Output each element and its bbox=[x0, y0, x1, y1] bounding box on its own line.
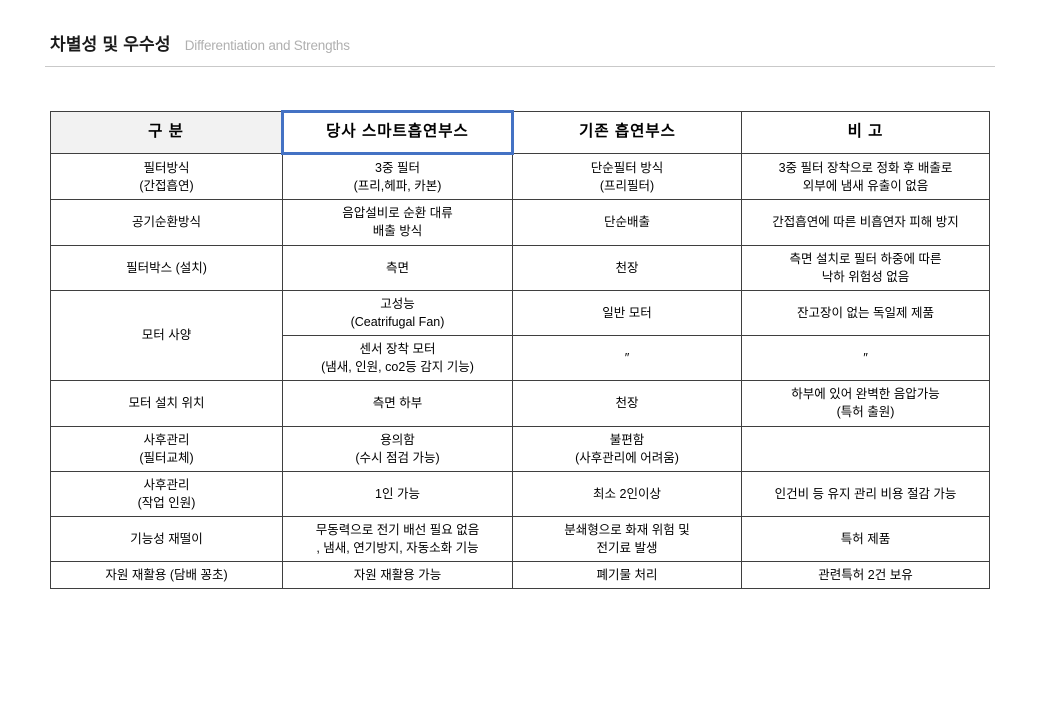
row-remarks-1: 간접흡연에 따른 비흡연자 피해 방지 bbox=[741, 199, 990, 246]
page-title: 차별성 및 우수성 Differentiation and Strengths bbox=[50, 30, 990, 55]
table-header-remarks: 비 고 bbox=[741, 111, 990, 154]
row-existing-3: 일반 모터 bbox=[512, 289, 742, 337]
row-existing-7: 최소 2인이상 bbox=[512, 470, 742, 518]
row-remarks-7: 인건비 등 유지 관리 비용 절감 가능 bbox=[741, 470, 990, 518]
table-header-category: 구 분 bbox=[50, 111, 283, 154]
row-ours-6: 용의함 (수시 점검 가능) bbox=[282, 425, 513, 472]
table-row: 사후관리 (작업 인원) 1인 가능 최소 2인이상 인건비 등 유지 관리 비용 절감… bbox=[50, 470, 990, 518]
table-row: 사후관리 (필터교체) 용의함 (수시 점검 가능) 불편함 (사후관리에 어려움) bbox=[50, 425, 990, 472]
row-remarks-2: 측면 설치로 필터 하중에 따른 낙하 위험성 없음 bbox=[741, 244, 990, 291]
row-existing-5: 천장 bbox=[512, 380, 742, 427]
row-remarks-3: 잔고장이 없는 독일제 제품 bbox=[741, 289, 990, 337]
row-existing-4: ″ bbox=[512, 334, 742, 382]
row-remarks-8: 특허 제품 bbox=[741, 515, 990, 563]
row-ours-7: 1인 가능 bbox=[282, 470, 513, 518]
row-existing-2: 천장 bbox=[512, 244, 742, 291]
row-existing-9: 폐기물 처리 bbox=[512, 561, 742, 590]
row-category-6: 사후관리 (필터교체) bbox=[50, 425, 283, 472]
table-row: 기능성 재떨이 무동력으로 전기 배선 필요 없음, 냄새, 연기방지, 자동소화… bbox=[50, 515, 990, 563]
page-subtitle-english: Differentiation and Strengths bbox=[184, 38, 350, 53]
row-ours-0: 3중 필터 (프리,헤파, 카본) bbox=[282, 152, 513, 201]
row-category-8: 기능성 재떨이 bbox=[50, 515, 283, 563]
row-category-7: 사후관리 (작업 인원) bbox=[50, 470, 283, 518]
comparison-table: 구 분 당사 스마트흡연부스 기존 흡연부스 비 고 필터방식 (간접흡연) 3중 필터 (프… bbox=[50, 110, 990, 590]
row-category-0: 필터방식 (간접흡연) bbox=[50, 152, 283, 201]
row-category-5: 모터 설치 위치 bbox=[50, 380, 283, 427]
row-category-2: 필터박스 (설치) bbox=[50, 244, 283, 291]
row-existing-0: 단순필터 방식 (프리필터) bbox=[512, 152, 742, 201]
page-title-korean: 차별성 및 우수성 bbox=[50, 35, 171, 54]
title-divider bbox=[45, 66, 995, 67]
row-remarks-5: 하부에 있어 완벽한 음압가능 (특허 출원) bbox=[741, 380, 990, 427]
row-ours-5: 측면 하부 bbox=[282, 380, 513, 427]
table-row: 센서 장착 모터 (냄새, 인원, co2등 감지 기능) ″ ″ bbox=[51, 334, 990, 382]
row-existing-8: 분쇄형으로 화재 위험 및 전기료 발생 bbox=[512, 515, 742, 563]
table-row: 모터 사양 고성능 (Ceatrifugal Fan) 일반 모터 잔고장이 없는 독일… bbox=[50, 289, 990, 382]
row-existing-6: 불편함 (사후관리에 어려움) bbox=[512, 425, 742, 472]
row-remarks-9: 관련특허 2건 보유 bbox=[741, 561, 990, 590]
row-ours-1: 음압설비로 순환 대류 배출 방식 bbox=[282, 199, 513, 246]
row-category-1: 공기순환방식 bbox=[50, 199, 283, 246]
row-remarks-6 bbox=[741, 425, 990, 472]
row-ours-9: 자원 재활용 가능 bbox=[282, 561, 513, 590]
table-header-row: 구 분 당사 스마트흡연부스 기존 흡연부스 비 고 bbox=[50, 110, 990, 155]
row-ours-2: 측면 bbox=[282, 244, 513, 291]
table-header-ours: 당사 스마트흡연부스 bbox=[281, 110, 514, 155]
table-row: 자원 재활용 (담배 꽁초) 자원 재활용 가능 폐기물 처리 관련특허 2건 보유 bbox=[50, 561, 990, 590]
table-header-existing: 기존 흡연부스 bbox=[512, 111, 742, 154]
table-row: 필터박스 (설치) 측면 천장 측면 설치로 필터 하중에 따른 낙하 위험성 없음 bbox=[50, 244, 990, 291]
table-row: 모터 설치 위치 측면 하부 천장 하부에 있어 완벽한 음압가능 (특허 출원) bbox=[50, 380, 990, 427]
row-existing-1: 단순배출 bbox=[512, 199, 742, 246]
comparison-table-container: 구 분 당사 스마트흡연부스 기존 흡연부스 비 고 필터방식 (간접흡연) 3중 필터 (프… bbox=[50, 110, 990, 590]
table-row: 공기순환방식 음압설비로 순환 대류 배출 방식 단순배출 간접흡연에 따른 비흡연자 … bbox=[50, 199, 990, 246]
row-remarks-0: 3중 필터 장착으로 정화 후 배출로 외부에 냄새 유출이 없음 bbox=[741, 152, 990, 201]
row-remarks-4: ″ bbox=[741, 334, 990, 382]
row-ours-4: 센서 장착 모터 (냄새, 인원, co2등 감지 기능) bbox=[282, 334, 513, 382]
row-category-9: 자원 재활용 (담배 꽁초) bbox=[50, 561, 283, 590]
row-ours-3: 고성능 (Ceatrifugal Fan) bbox=[282, 289, 513, 337]
row-category-3: 모터 사양 bbox=[50, 289, 283, 382]
row-ours-8: 무동력으로 전기 배선 필요 없음, 냄새, 연기방지, 자동소화 기능 bbox=[282, 515, 513, 563]
table-row: 필터방식 (간접흡연) 3중 필터 (프리,헤파, 카본) 단순필터 방식 (프리필터) 3… bbox=[50, 152, 990, 201]
